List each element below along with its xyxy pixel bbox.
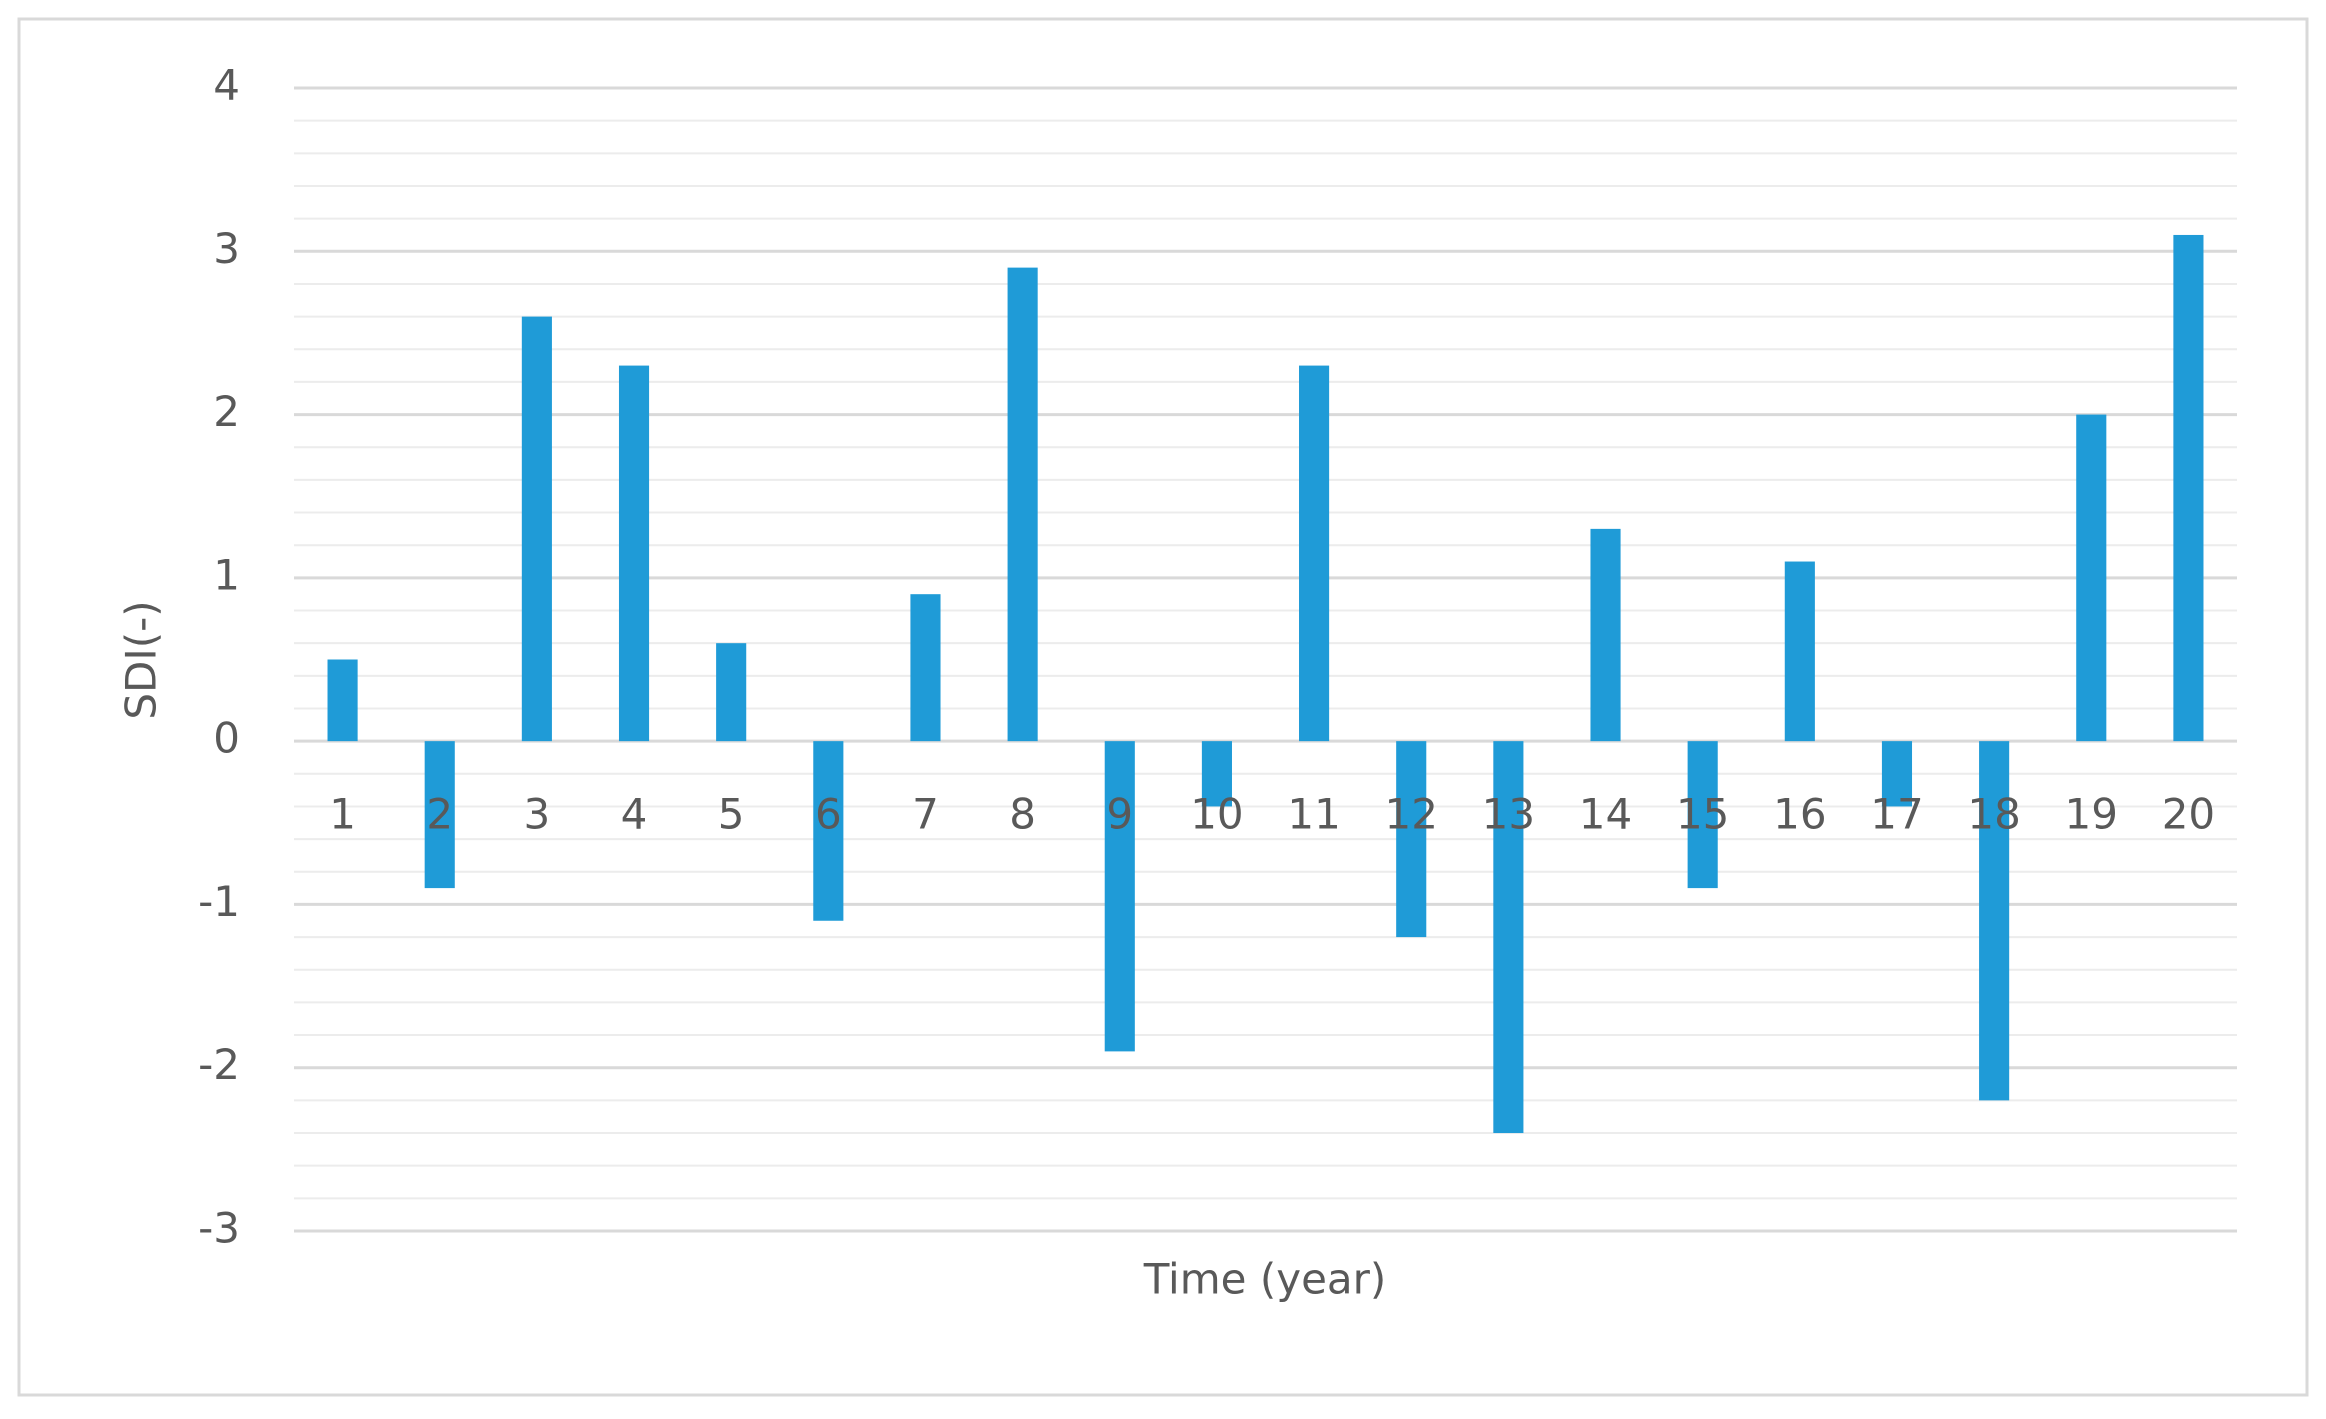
x-tick-label: 15	[1676, 790, 1729, 839]
bar	[1201, 741, 1232, 807]
x-axis-title: Time (year)	[1143, 1255, 1387, 1304]
x-tick-label: 14	[1579, 790, 1632, 839]
y-tick-label: 0	[213, 714, 240, 763]
x-tick-label: 19	[2065, 790, 2118, 839]
y-tick-label: 3	[213, 224, 240, 273]
x-tick-label: 12	[1384, 790, 1437, 839]
bar	[910, 594, 941, 742]
x-tick-label: 10	[1190, 790, 1243, 839]
x-tick-label: 7	[912, 790, 939, 839]
x-tick-label: 20	[2162, 790, 2215, 839]
x-tick-label: 1	[329, 790, 356, 839]
x-tick-label: 6	[815, 790, 842, 839]
chart-border	[17, 17, 2309, 1397]
y-tick-label: -2	[198, 1040, 240, 1089]
bar	[716, 643, 747, 742]
bar	[424, 741, 455, 889]
y-axis-title: SDI(-)	[117, 600, 166, 719]
bar	[1007, 267, 1038, 742]
y-tick-label: 1	[213, 550, 240, 599]
x-tick-label: 2	[426, 790, 453, 839]
y-tick-label: 2	[213, 387, 240, 436]
bar	[1881, 741, 1913, 807]
x-tick-label: 4	[621, 790, 648, 839]
x-tick-label: 9	[1106, 790, 1133, 839]
x-tick-label: 18	[1967, 790, 2020, 839]
y-tick-label: 4	[213, 61, 240, 110]
x-tick-label: 17	[1870, 790, 1923, 839]
x-tick-label: 5	[718, 790, 745, 839]
bar	[1104, 741, 1135, 1052]
y-tick-label: -1	[198, 877, 240, 926]
bar	[1396, 741, 1427, 938]
bar	[618, 365, 650, 742]
x-tick-label: 13	[1482, 790, 1535, 839]
bar	[813, 741, 844, 921]
bar	[2076, 414, 2107, 742]
bar	[327, 659, 358, 742]
x-tick-label: 3	[524, 790, 551, 839]
x-tick-label: 8	[1009, 790, 1036, 839]
bar	[1687, 741, 1718, 889]
bar	[2173, 234, 2204, 742]
bar	[1979, 741, 2010, 1101]
bar	[1299, 365, 1330, 742]
bar	[521, 316, 552, 742]
bar	[1590, 528, 1621, 742]
bar	[1784, 561, 1815, 742]
x-tick-label: 16	[1773, 790, 1826, 839]
y-tick-label: -3	[198, 1204, 240, 1253]
x-tick-label: 11	[1287, 790, 1340, 839]
bar	[1493, 741, 1524, 1134]
